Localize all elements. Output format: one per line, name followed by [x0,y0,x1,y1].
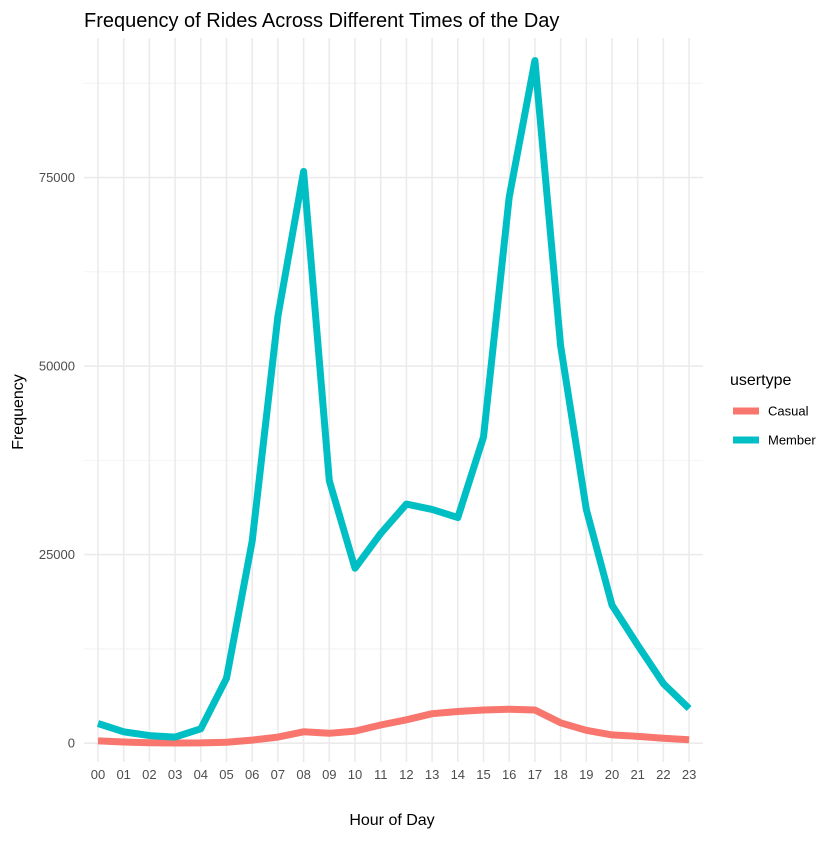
y-tick-label: 50000 [39,359,75,374]
x-tick-label: 18 [553,767,567,782]
series-lines [96,57,692,747]
x-tick-label: 05 [219,767,233,782]
chart-title: Frequency of Rides Across Different Time… [84,10,559,32]
x-tick-label: 04 [194,767,208,782]
x-tick-label: 23 [682,767,696,782]
x-tick-label: 15 [476,767,490,782]
y-tick-label: 75000 [39,170,75,185]
x-tick-label: 02 [142,767,156,782]
x-tick-label: 11 [374,767,388,782]
x-tick-label: 00 [91,767,105,782]
x-axis-title: Hour of Day [349,812,434,829]
x-tick-label: 08 [296,767,310,782]
x-tick-label: 13 [425,767,439,782]
x-tick-label: 17 [528,767,542,782]
x-tick-label: 19 [579,767,593,782]
x-tick-label: 06 [245,767,259,782]
legend: usertype Casual Member [730,372,816,448]
grid-lines [84,38,703,762]
series-line-member [96,57,692,741]
x-axis-tick-labels: 00 01 02 03 04 05 06 07 08 09 10 11 12 13 14 15 16 17 18 19… [91,767,697,782]
x-tick-label: 16 [502,767,516,782]
x-tick-label: 07 [271,767,285,782]
y-tick-label: 0 [68,736,75,751]
x-tick-label: 10 [348,767,362,782]
x-tick-label: 03 [168,767,182,782]
x-tick-label: 22 [656,767,670,782]
x-tick-label: 21 [630,767,644,782]
x-tick-label: 20 [605,767,619,782]
legend-label-casual: Casual [768,404,809,419]
y-tick-label: 25000 [39,547,75,562]
x-tick-label: 14 [451,767,465,782]
series-line-casual [97,705,690,747]
legend-label-member: Member [768,433,816,448]
x-tick-label: 12 [399,767,413,782]
x-tick-label: 09 [322,767,336,782]
y-axis-title: Frequency [10,374,27,450]
x-tick-label: 01 [116,767,130,782]
legend-title: usertype [730,372,791,389]
y-axis-tick-labels: 0 25000 50000 75000 [39,170,75,751]
